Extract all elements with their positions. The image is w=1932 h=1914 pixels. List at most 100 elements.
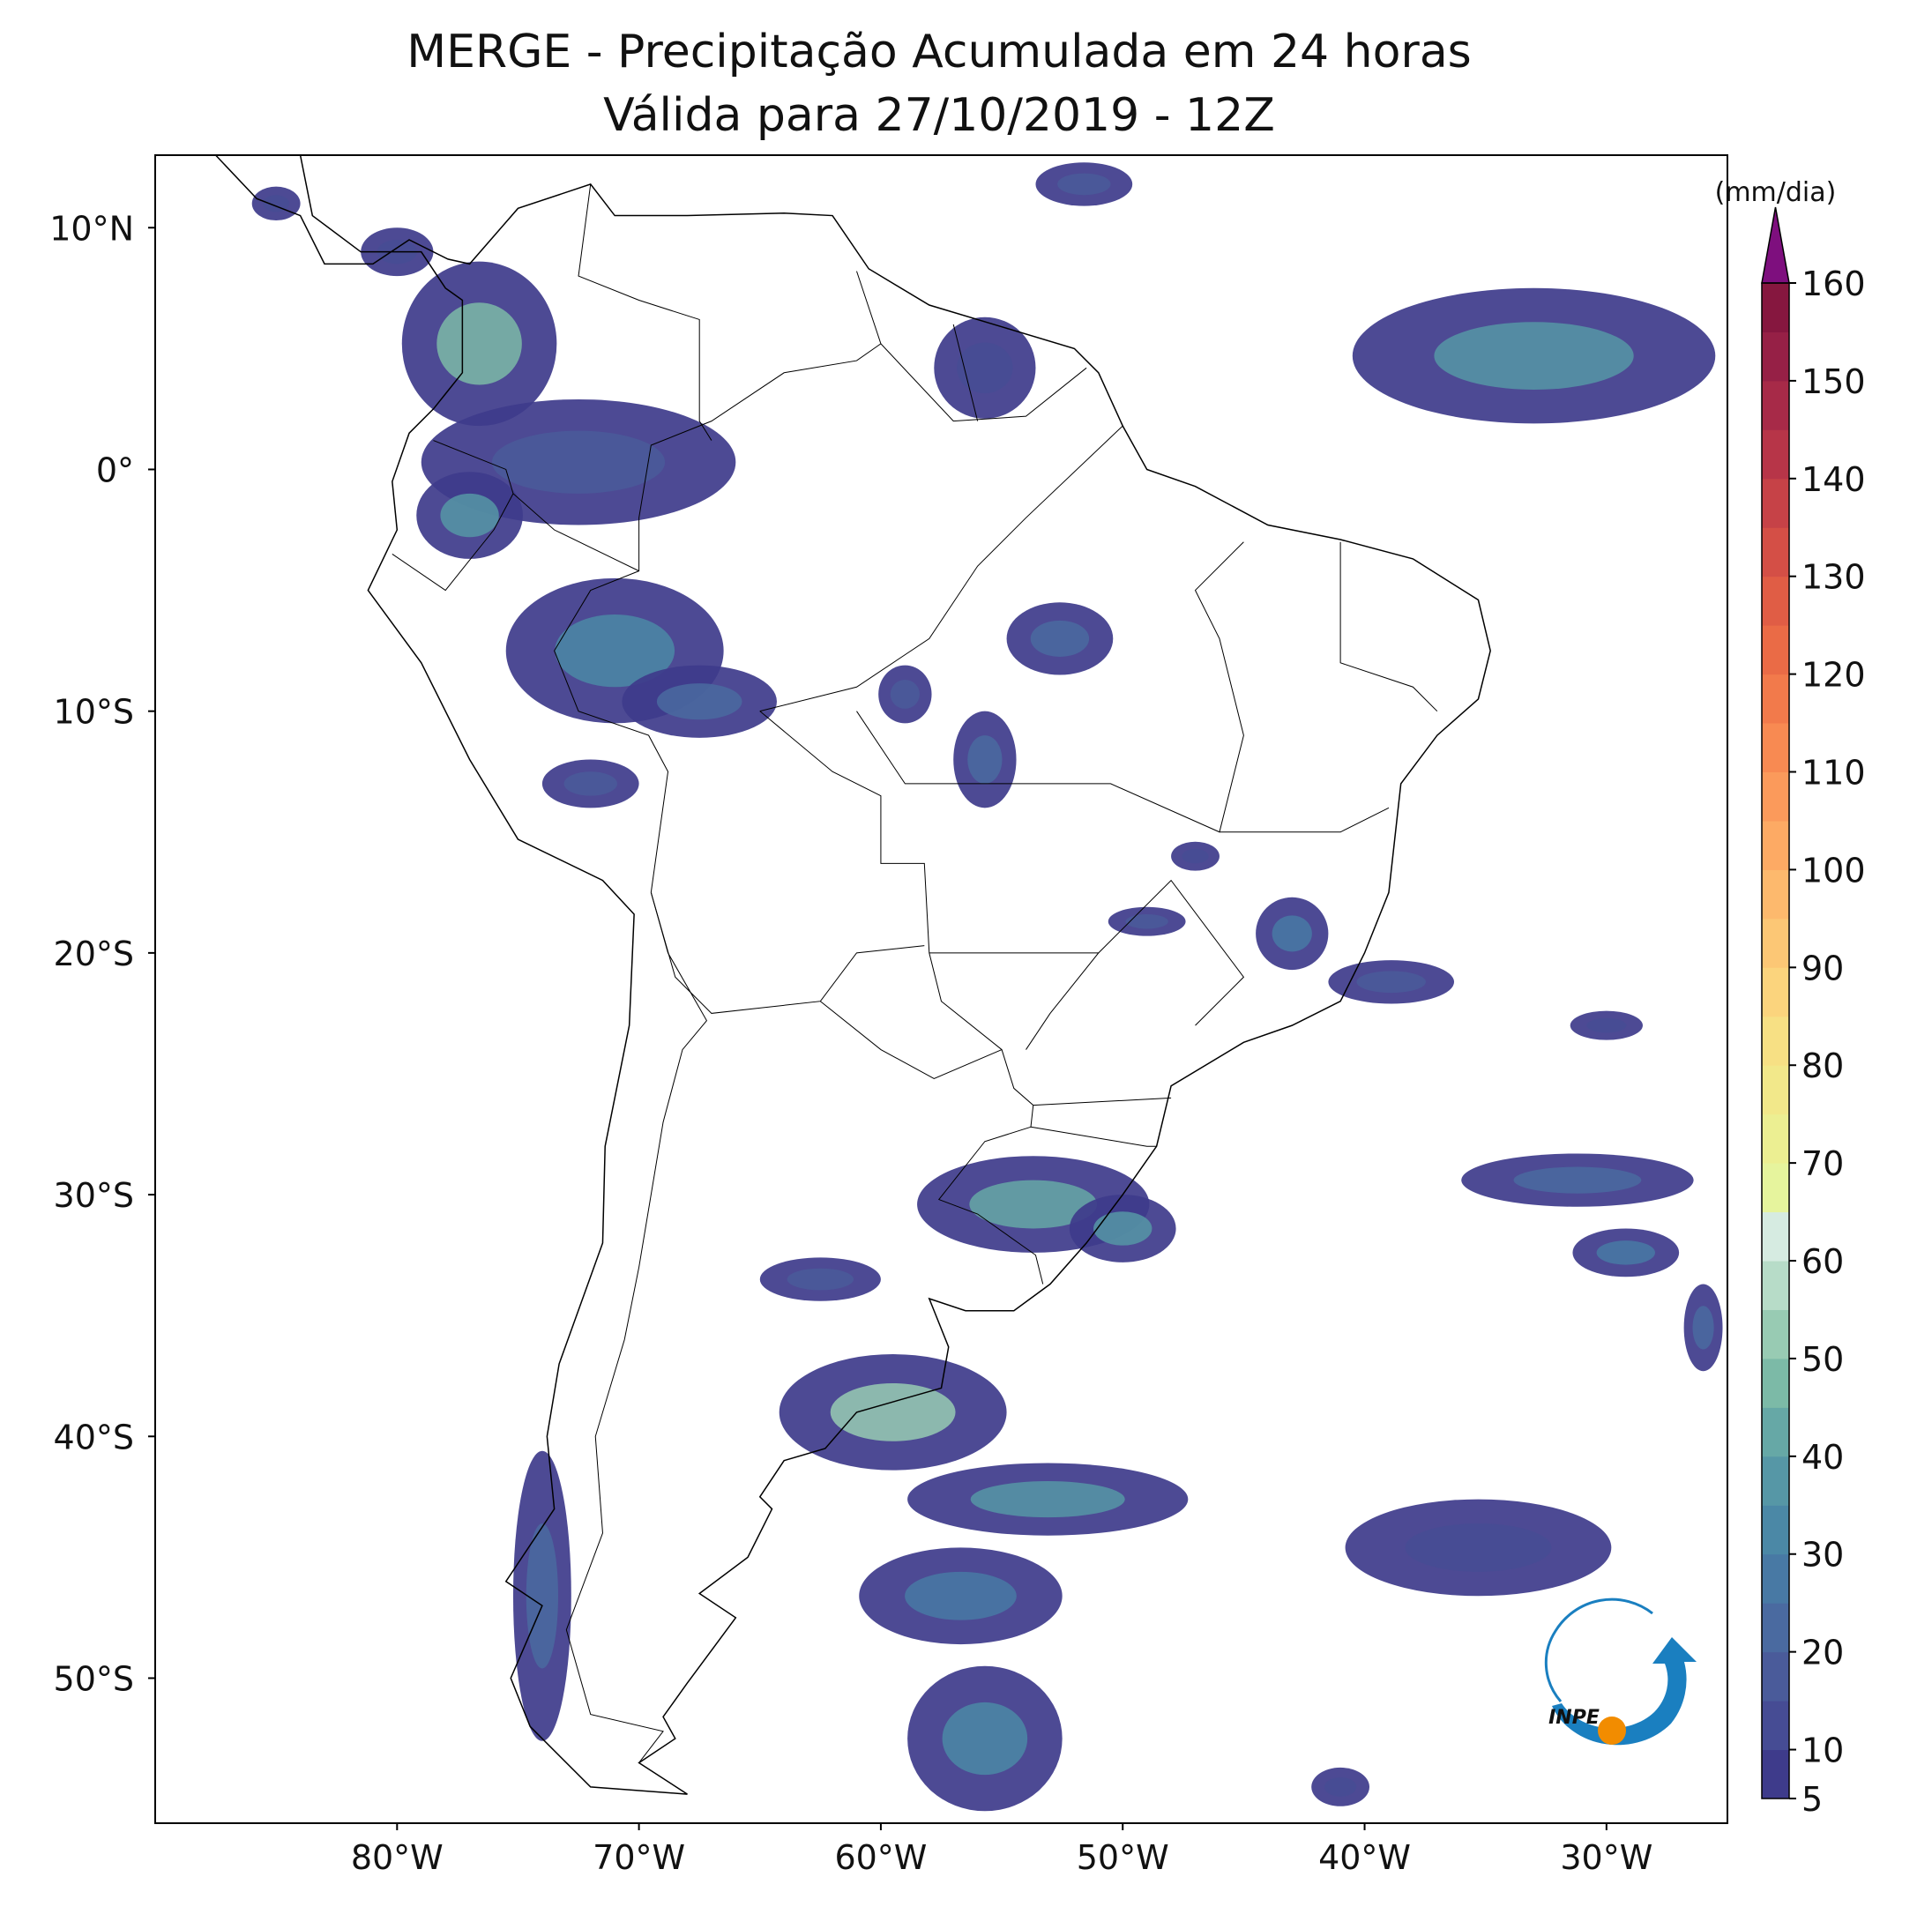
precip-core	[942, 1702, 1028, 1776]
precip-core	[830, 1382, 956, 1441]
inpe-logo: INPE	[1544, 1597, 1697, 1746]
colorbar-tick-label: 10	[1801, 1732, 1844, 1770]
logo-text: INPE	[1548, 1707, 1600, 1729]
border	[554, 343, 1087, 893]
colorbar-segment	[1762, 1065, 1789, 1115]
y-tick-label: 10°N	[49, 209, 134, 248]
precip-core	[526, 1523, 558, 1669]
colorbar-frame	[1761, 282, 1790, 1799]
colorbar-tick-label: 140	[1801, 460, 1866, 499]
border	[650, 892, 925, 1014]
colorbar-segment	[1762, 674, 1789, 724]
colorbar-extend	[1761, 206, 1790, 284]
logo-arc	[1544, 1597, 1653, 1702]
precip-core	[1272, 915, 1312, 952]
precip-core	[1513, 1166, 1642, 1194]
title-line-2: Válida para 27/10/2019 - 12Z	[603, 89, 1275, 142]
precip-core	[263, 195, 290, 212]
logo-swoosh	[1552, 1637, 1697, 1746]
colorbar-segment	[1762, 1603, 1789, 1653]
colorbar-tick-label: 110	[1801, 754, 1866, 793]
colorbar-segment	[1762, 1261, 1789, 1310]
x-tick-label: 60°W	[834, 1838, 927, 1877]
precip-core	[1692, 1306, 1714, 1350]
colorbar-segment	[1762, 1651, 1789, 1702]
precip-core	[1057, 173, 1111, 196]
precip-core	[563, 771, 617, 796]
colorbar-segment	[1762, 1749, 1789, 1799]
border	[929, 952, 1100, 1050]
y-tick-label: 40°S	[54, 1418, 134, 1456]
border	[759, 711, 1044, 1285]
border	[856, 541, 1244, 833]
coastline	[213, 155, 1491, 1795]
precip-core	[787, 1268, 854, 1291]
colorbar-segment	[1762, 1211, 1789, 1262]
precip-core	[967, 735, 1003, 784]
border	[759, 425, 1123, 712]
colorbar-segment	[1762, 1016, 1789, 1066]
border	[952, 324, 979, 421]
border	[1098, 879, 1245, 1026]
precip-core	[1182, 848, 1209, 864]
colorbar-segment	[1762, 918, 1789, 968]
colorbar-segment	[1762, 625, 1789, 675]
precip-core	[957, 342, 1013, 394]
colorbar-segment	[1762, 1553, 1789, 1604]
colorbar-segment	[1762, 1163, 1789, 1213]
precip-core	[656, 683, 742, 720]
colorbar-tick-label: 130	[1801, 558, 1866, 597]
border	[392, 493, 514, 592]
colorbar-segment	[1762, 380, 1789, 430]
precip-core	[1030, 620, 1090, 657]
precip-core	[890, 680, 920, 709]
precip-core	[1093, 1211, 1152, 1246]
colorbar-tick-label: 120	[1801, 656, 1866, 695]
precip-core	[969, 1180, 1098, 1229]
y-tick-label: 30°S	[54, 1176, 134, 1215]
colorbar-segment	[1762, 869, 1789, 920]
x-tick-label: 50°W	[1077, 1838, 1169, 1877]
logo-dot	[1598, 1717, 1626, 1745]
colorbar-segment	[1762, 283, 1789, 332]
colorbar-tick-label: 20	[1801, 1634, 1844, 1672]
precip-core	[1125, 913, 1168, 929]
y-tick-label: 20°S	[54, 935, 134, 973]
colorbar-label: (mm/dia)	[1715, 177, 1837, 208]
border	[820, 1001, 1003, 1080]
precip-core	[970, 1481, 1125, 1518]
border	[578, 183, 712, 441]
colorbar-segment	[1762, 1113, 1789, 1164]
colorbar-segment	[1762, 1358, 1789, 1408]
colorbar-segment	[1762, 820, 1789, 870]
colorbar-segment	[1762, 771, 1789, 822]
border	[565, 892, 708, 1763]
colorbar-segment	[1762, 1309, 1789, 1359]
colorbar-tick-label: 70	[1801, 1144, 1844, 1183]
colorbar-tick-label: 150	[1801, 362, 1866, 401]
border	[856, 271, 882, 345]
precip-core	[436, 302, 522, 385]
colorbar-segment	[1762, 429, 1789, 480]
colorbar-segment	[1762, 1505, 1789, 1555]
map-frame	[154, 154, 1728, 1824]
colorbar-tick-label: 30	[1801, 1536, 1844, 1575]
y-tick-label: 0°	[96, 451, 134, 489]
precip-core	[1356, 971, 1426, 994]
colorbar-tick-label: 60	[1801, 1242, 1844, 1281]
border	[1030, 1126, 1157, 1147]
precip-core	[1405, 1523, 1552, 1572]
colorbar-tick-label: 80	[1801, 1046, 1844, 1085]
map-area	[213, 155, 1723, 1812]
precip-core	[1434, 322, 1634, 390]
colorbar-segment	[1762, 967, 1789, 1017]
colorbar-tick-label: 100	[1801, 851, 1866, 890]
colorbar-tick-label: 160	[1801, 264, 1866, 303]
x-tick-label: 70°W	[593, 1838, 685, 1877]
colorbar-segment	[1762, 478, 1789, 528]
title-line-1: MERGE - Precipitação Acumulada em 24 hor…	[407, 26, 1472, 78]
colorbar-tick-label: 50	[1801, 1340, 1844, 1379]
y-tick-label: 10°S	[54, 693, 134, 732]
border	[1339, 541, 1438, 712]
